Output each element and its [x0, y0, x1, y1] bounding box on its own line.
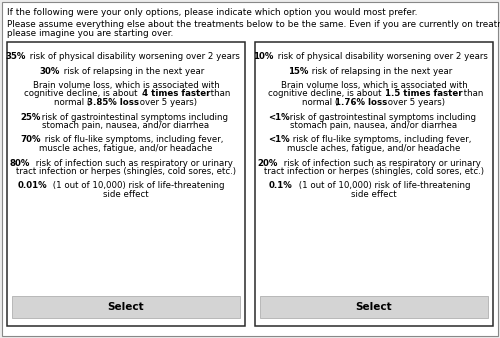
Text: 0.1%: 0.1%: [269, 182, 292, 191]
Text: cognitive decline, is about: cognitive decline, is about: [268, 90, 384, 98]
Text: please imagine you are starting over.: please imagine you are starting over.: [7, 29, 173, 38]
Text: 1.76% loss: 1.76% loss: [335, 98, 387, 107]
Bar: [260, 296, 488, 318]
Text: risk of relapsing in the next year: risk of relapsing in the next year: [310, 67, 452, 75]
Text: (1 out of 10,000) risk of life-threatening: (1 out of 10,000) risk of life-threateni…: [50, 182, 225, 191]
Text: than: than: [461, 90, 483, 98]
Text: stomach pain, nausea, and/or diarrhea: stomach pain, nausea, and/or diarrhea: [290, 121, 458, 130]
Text: risk of gastrointestinal symptoms including: risk of gastrointestinal symptoms includ…: [38, 113, 228, 121]
Text: 20%: 20%: [258, 159, 278, 168]
Text: risk of physical disability worsening over 2 years: risk of physical disability worsening ov…: [26, 52, 240, 61]
Text: normal (: normal (: [302, 98, 339, 107]
Text: side effect: side effect: [103, 190, 149, 199]
Text: cognitive decline, is about: cognitive decline, is about: [24, 90, 140, 98]
Text: muscle aches, fatigue, and/or headache: muscle aches, fatigue, and/or headache: [40, 144, 212, 153]
Text: Please assume everything else about the treatments below to be the same. Even if: Please assume everything else about the …: [7, 20, 500, 29]
Text: side effect: side effect: [351, 190, 397, 199]
Text: risk of gastrointestinal symptoms including: risk of gastrointestinal symptoms includ…: [286, 113, 476, 121]
Text: 0.01%: 0.01%: [18, 182, 48, 191]
Text: over 5 years): over 5 years): [137, 98, 197, 107]
Text: <1%: <1%: [268, 113, 289, 121]
Text: 80%: 80%: [10, 159, 30, 168]
Text: If the following were your only options, please indicate which option you would : If the following were your only options,…: [7, 8, 418, 17]
Text: risk of flu-like symptoms, including fever,: risk of flu-like symptoms, including fev…: [290, 136, 472, 145]
Text: over 5 years): over 5 years): [385, 98, 445, 107]
Text: <1%: <1%: [268, 136, 289, 145]
Text: 10%: 10%: [253, 52, 274, 61]
Text: Brain volume loss, which is associated with: Brain volume loss, which is associated w…: [32, 81, 220, 90]
Text: 4 times faster: 4 times faster: [142, 90, 210, 98]
Text: than: than: [208, 90, 231, 98]
Text: risk of flu-like symptoms, including fever,: risk of flu-like symptoms, including fev…: [42, 136, 224, 145]
Text: 70%: 70%: [20, 136, 41, 145]
Text: normal (: normal (: [54, 98, 90, 107]
Text: 30%: 30%: [40, 67, 60, 75]
Text: tract infection or herpes (shingles, cold sores, etc.): tract infection or herpes (shingles, col…: [16, 167, 236, 176]
Text: Brain volume loss, which is associated with: Brain volume loss, which is associated w…: [280, 81, 468, 90]
Bar: [255, 42, 493, 326]
Text: risk of relapsing in the next year: risk of relapsing in the next year: [62, 67, 204, 75]
Text: 3.85% loss: 3.85% loss: [87, 98, 139, 107]
Text: 15%: 15%: [288, 67, 308, 75]
Text: 1.5 times faster: 1.5 times faster: [385, 90, 462, 98]
Bar: [7, 42, 245, 326]
Text: 35%: 35%: [5, 52, 25, 61]
Text: Select: Select: [108, 302, 144, 312]
Text: muscle aches, fatigue, and/or headache: muscle aches, fatigue, and/or headache: [288, 144, 461, 153]
Text: (1 out of 10,000) risk of life-threatening: (1 out of 10,000) risk of life-threateni…: [296, 182, 470, 191]
Text: stomach pain, nausea, and/or diarrhea: stomach pain, nausea, and/or diarrhea: [42, 121, 209, 130]
Text: 25%: 25%: [20, 113, 40, 121]
Text: risk of infection such as respiratory or urinary: risk of infection such as respiratory or…: [33, 159, 233, 168]
Text: risk of physical disability worsening over 2 years: risk of physical disability worsening ov…: [274, 52, 488, 61]
Text: risk of infection such as respiratory or urinary: risk of infection such as respiratory or…: [281, 159, 481, 168]
Bar: [12, 296, 240, 318]
Text: tract infection or herpes (shingles, cold sores, etc.): tract infection or herpes (shingles, col…: [264, 167, 484, 176]
Text: Select: Select: [356, 302, 393, 312]
